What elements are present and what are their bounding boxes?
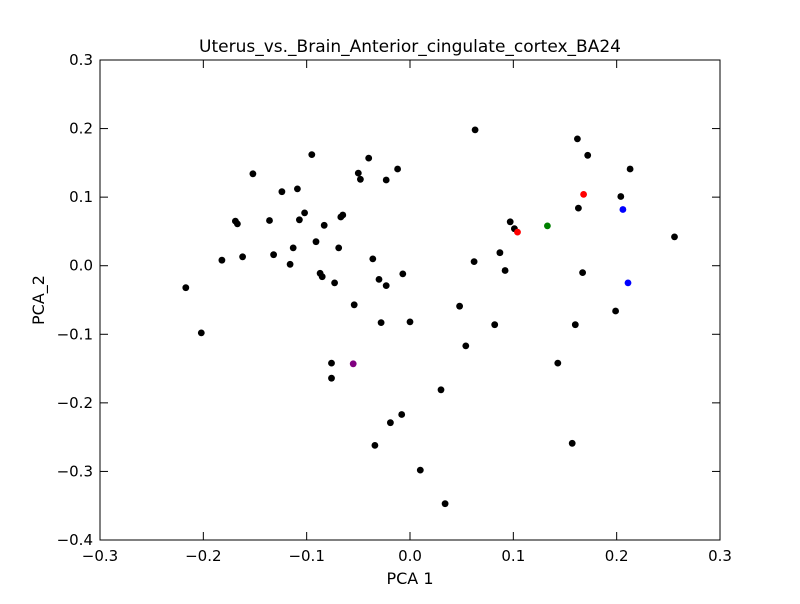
scatter-point (354, 169, 362, 177)
scatter-point (491, 321, 499, 329)
scatter-point (470, 258, 478, 265)
scatter-point (571, 321, 579, 329)
scatter-point (286, 260, 294, 268)
scatter-point (406, 318, 414, 326)
y-tick-label: 0.3 (69, 51, 93, 69)
scatter-point (544, 222, 551, 230)
scatter-point (501, 267, 509, 274)
scatter-point (197, 329, 205, 337)
x-axis: −0.3 −0.2 −0.1 0.0 0.1 0.2 0.3 (82, 60, 732, 565)
scatter-point (375, 276, 383, 283)
scatter-point (301, 209, 308, 217)
scatter-point (365, 154, 373, 162)
scatter-point (568, 439, 576, 447)
scatter-point (335, 244, 343, 252)
y-tick-label: −0.4 (57, 531, 93, 549)
scatter-point (294, 185, 301, 193)
scatter-point (575, 204, 582, 212)
y-tick-label: 0.0 (69, 257, 93, 275)
scatter-point (320, 221, 328, 229)
scatter-point (579, 269, 586, 276)
y-tick-label: 0.2 (69, 120, 93, 138)
scatter-point (394, 165, 401, 173)
scatter-point (182, 284, 190, 292)
scatter-point (387, 419, 394, 427)
scatter-point (350, 301, 358, 309)
scatter-point (441, 500, 449, 508)
y-tick-label: −0.1 (57, 325, 93, 343)
scatter-point (617, 193, 625, 200)
x-tick-label: 0.2 (605, 547, 629, 565)
x-tick-label: −0.1 (288, 547, 324, 565)
scatter-point (371, 442, 379, 449)
scatter-point (249, 170, 257, 178)
scatter-point (574, 135, 581, 143)
scatter-point (278, 188, 286, 196)
scatter-point (496, 249, 504, 257)
x-tick-label: 0.1 (501, 547, 525, 565)
scatter-point (234, 220, 241, 228)
y-tick-label: 0.1 (69, 188, 93, 206)
scatter-point (296, 216, 303, 224)
y-axis-label: PCA_2 (29, 275, 49, 325)
scatter-point (266, 217, 273, 224)
scatter-point (584, 151, 592, 159)
scatter-point (377, 319, 385, 326)
scatter-point (382, 282, 390, 289)
y-tick-label: −0.3 (57, 462, 93, 480)
scatter-point (289, 244, 297, 252)
scatter-point (328, 374, 335, 382)
scatter-point (349, 360, 357, 368)
scatter-point (580, 191, 587, 198)
scatter-point (308, 151, 316, 159)
x-tick-label: −0.3 (82, 547, 118, 565)
scatter-point (416, 466, 424, 474)
scatter-point (331, 279, 338, 287)
scatter-point (328, 359, 335, 367)
scatter-point (671, 233, 678, 241)
scatter-point (514, 228, 521, 236)
scatter-point (398, 411, 406, 418)
chart-title: Uterus_vs._Brain_Anterior_cingulate_cort… (199, 37, 621, 57)
y-tick-label: −0.2 (57, 394, 93, 412)
scatter-point (382, 176, 390, 184)
x-tick-label: 0.0 (398, 547, 422, 565)
x-axis-label: PCA 1 (386, 569, 433, 588)
scatter-point (626, 165, 634, 173)
points-layer (182, 126, 678, 508)
y-axis: −0.4 −0.3 −0.2 −0.1 0.0 0.1 0.2 0.3 (57, 51, 720, 549)
scatter-point (506, 218, 514, 226)
scatter-point (270, 251, 277, 259)
scatter-point (369, 255, 377, 263)
scatter-point (239, 253, 247, 261)
scatter-point (357, 175, 364, 183)
scatter-point (462, 342, 470, 350)
scatter-point (437, 386, 445, 394)
scatter-point (456, 302, 463, 310)
scatter-point (619, 206, 627, 213)
x-tick-label: −0.2 (185, 547, 221, 565)
scatter-point (312, 238, 320, 246)
scatter-point (318, 273, 326, 281)
scatter-point (554, 359, 562, 367)
scatter-point (339, 211, 347, 219)
scatter-point (612, 307, 619, 315)
scatter-point (624, 279, 632, 287)
scatter-point (471, 126, 479, 134)
scatter-point (218, 256, 226, 264)
x-tick-label: 0.3 (708, 547, 732, 565)
scatter-point (399, 270, 407, 278)
